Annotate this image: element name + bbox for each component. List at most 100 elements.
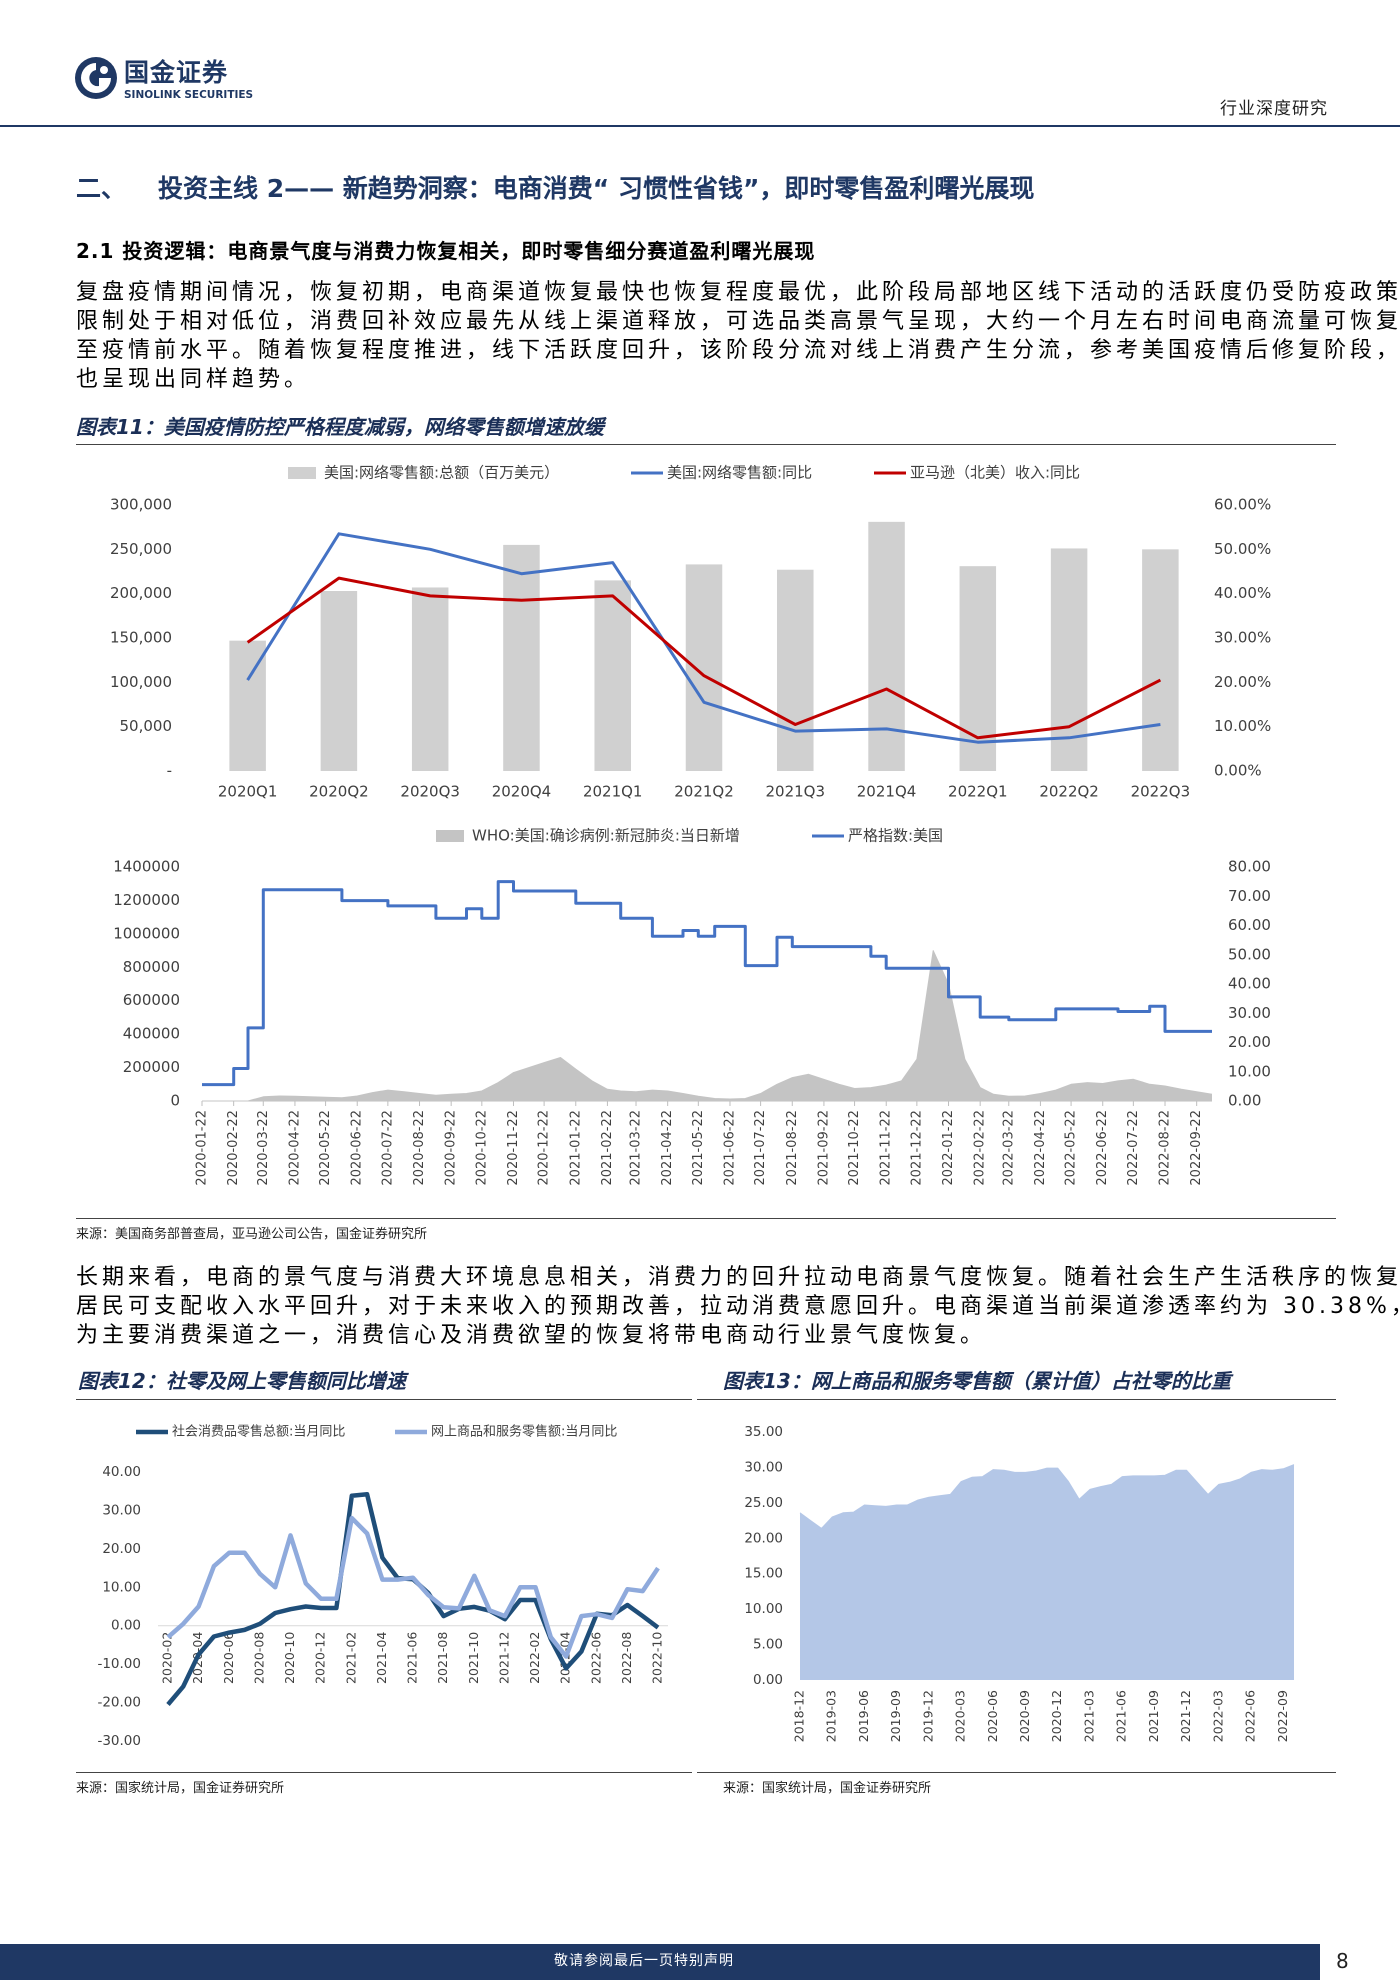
y-tick-label: 20.00% (1214, 673, 1271, 691)
x-tick-label: 2021-05-22 (691, 1110, 706, 1186)
y-tick-label: 20.00 (102, 1541, 141, 1557)
x-tick-label: 2019-12 (920, 1690, 935, 1742)
y-tick-label: 1200000 (113, 891, 180, 909)
y-tick-label: 250,000 (110, 540, 172, 558)
y-tick-label: 200,000 (110, 584, 172, 602)
footer-disclaimer: 敬请参阅最后一页特别声明 (554, 1953, 734, 1969)
legend-label: 社会消费品零售总额:当月同比 (172, 1424, 345, 1440)
charts: 2020Q1 2020Q2 2020Q3 2020Q4 2021Q1 2021Q2 2021… (97, 464, 1295, 1749)
x-tick-label: 2022Q3 (1131, 783, 1191, 801)
brand: 国金证券 (124, 58, 229, 87)
x-tick-label: 2020-03 (953, 1690, 968, 1742)
y-tick-label: 600000 (123, 991, 180, 1009)
bar (777, 569, 814, 771)
x-tick-label: 2021-03 (1082, 1690, 1097, 1742)
x-tick-label: 2020Q3 (400, 783, 460, 801)
x-tick-label: 2020-04-22 (287, 1110, 302, 1186)
y-tick-label: 10.00 (744, 1601, 783, 1617)
section-number: 二、 (76, 174, 127, 203)
y-tick-label: 40.00 (1228, 975, 1271, 993)
legend-swatch (288, 467, 316, 479)
y-tick-label: -30.00 (97, 1733, 141, 1749)
x-tick-label: 2020-08 (251, 1632, 266, 1684)
x-tick-label: 2020-06 (985, 1690, 1000, 1742)
x-tick-label: 2020-06-22 (350, 1110, 365, 1186)
x-tick-label: 2022-06-22 (1095, 1110, 1110, 1186)
x-tick-label: 2021-06-22 (723, 1110, 738, 1186)
x-tick-label: 2020-09-22 (444, 1110, 459, 1186)
line (166, 1515, 660, 1659)
area-fill (800, 1464, 1294, 1680)
y-tick-label: 1400000 (113, 858, 180, 876)
paragraph-line: 为主要消费渠道之一，消费信心及消费欲望的恢复将带电商动行业景气度恢复。 (76, 1323, 987, 1348)
x-tick-label: 2022Q2 (1039, 783, 1099, 801)
y-tick-label: -10.00 (97, 1656, 141, 1672)
figure-rule (76, 1399, 692, 1400)
x-tick-label: 2021Q2 (674, 783, 734, 801)
x-tick-label: 2022-04-22 (1033, 1110, 1048, 1186)
legend-label: 美国:网络零售额:总额（百万美元） (324, 464, 559, 482)
y-tick-label: 200000 (123, 1058, 180, 1076)
x-tick-label: 2022-10 (650, 1632, 665, 1684)
x-tick-label: 2021-07-22 (753, 1110, 768, 1186)
x-tick-label: 2022-01-22 (941, 1110, 956, 1186)
x-tick-label: 2022-06 (1243, 1690, 1258, 1742)
x-tick-label: 2021Q4 (857, 783, 917, 801)
figure-rule (697, 1772, 1336, 1773)
line (202, 880, 1212, 1087)
y-tick-label: 25.00 (744, 1495, 783, 1511)
figure-rule (76, 1772, 692, 1773)
y-tick-label: 15.00 (744, 1566, 783, 1582)
paragraph-line: 限制处于相对低位，消费回补效应最先从线上渠道释放，可选品类高景气呈现，大约一个月… (76, 309, 1400, 334)
y-tick-label: 10.00% (1214, 717, 1271, 735)
x-tick-label: 2019-03 (824, 1690, 839, 1742)
bar (1050, 548, 1088, 771)
legend-label: 亚马逊（北美）收入:同比 (910, 464, 1080, 482)
subsection-title: 2.1 投资逻辑：电商景气度与消费力恢复相关，即时零售细分赛道盈利曙光展现 (76, 239, 816, 263)
x-tick-label: 2020-12-22 (537, 1110, 552, 1186)
x-tick-label: 2021-08-22 (785, 1110, 800, 1186)
x-tick-label: 2020-01-22 (195, 1110, 210, 1186)
section-title: 投资主线 2—— 新趋势洞察：电商消费“ 习惯性省钱”，即时零售盈利曙光展现 (158, 174, 1035, 203)
x-tick-label: 2020-12 (1049, 1690, 1064, 1742)
x-tick-label: 2022-09 (1275, 1690, 1290, 1742)
figure-title: 图表12：社零及网上零售额同比增速 (78, 1369, 406, 1393)
paragraph-line: 长期来看，电商的景气度与消费大环境息息相关，消费力的回升拉动电商景气度恢复。随着… (76, 1265, 1400, 1290)
x-tick-label: 2019-09 (888, 1690, 903, 1742)
figure-source: 来源：美国商务部普查局，亚马逊公司公告，国金证券研究所 (76, 1227, 428, 1242)
y-tick-label: 30.00 (102, 1502, 141, 1518)
y-tick-label: 400000 (123, 1025, 180, 1043)
y-tick-label: 70.00 (1228, 887, 1271, 905)
x-tick-label: 2020-07-22 (380, 1110, 395, 1186)
figure-rule (76, 1218, 1336, 1219)
x-tick-label: 2022-08-22 (1158, 1110, 1173, 1186)
bar (594, 580, 631, 771)
bar (685, 564, 723, 771)
footer-bar (0, 1944, 1320, 1980)
y-tick-label: 20.00 (744, 1530, 783, 1546)
y-tick-label: 40.00% (1214, 584, 1271, 602)
y-tick-label: 60.00% (1214, 496, 1271, 514)
bar (868, 521, 905, 771)
x-tick-label: 2020-02 (160, 1632, 175, 1684)
x-tick-label: 2021-03-22 (629, 1110, 644, 1186)
x-tick-label: 2020-05-22 (318, 1110, 333, 1186)
y-tick-label: -20.00 (97, 1695, 141, 1711)
bar (503, 544, 540, 771)
y-tick-label: 50.00% (1214, 540, 1271, 558)
report-category: 行业深度研究 (1220, 99, 1328, 119)
header-rule (0, 125, 1400, 127)
legend-swatch (436, 830, 464, 842)
y-tick-label: 800000 (123, 958, 180, 976)
x-tick-label: 2022Q1 (948, 783, 1008, 801)
y-tick-label: 5.00 (753, 1637, 783, 1653)
y-tick-label: 0.00% (1214, 762, 1262, 780)
y-tick-label: 40.00 (102, 1464, 141, 1480)
x-tick-label: 2022-07-22 (1126, 1110, 1141, 1186)
x-tick-label: 2020Q4 (492, 783, 552, 801)
x-tick-label: 2022-02 (527, 1632, 542, 1684)
figure-source: 来源：国家统计局，国金证券研究所 (76, 1781, 285, 1796)
figure-title: 图表13：网上商品和服务零售额（累计值）占社零的比重 (723, 1369, 1231, 1393)
legend-label: 美国:网络零售额:同比 (667, 464, 812, 482)
x-tick-label: 2021-04 (374, 1632, 389, 1684)
